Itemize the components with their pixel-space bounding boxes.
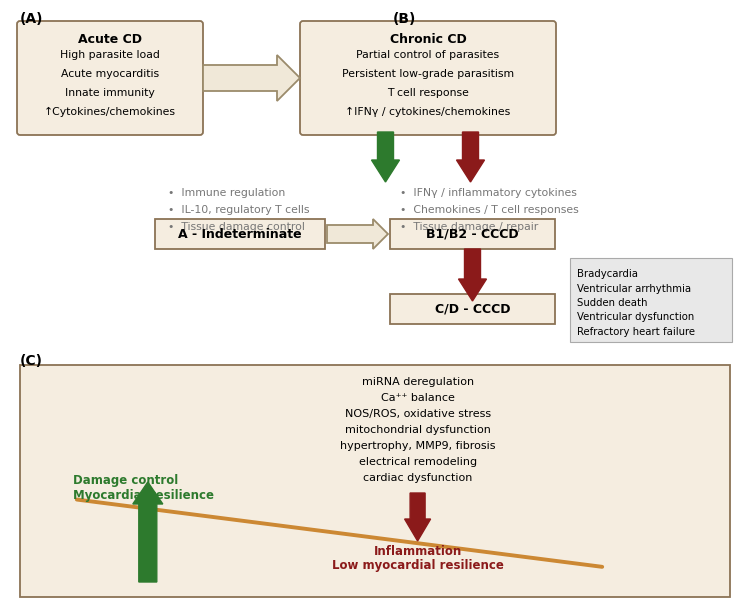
- Text: Innate immunity: Innate immunity: [65, 88, 154, 98]
- FancyBboxPatch shape: [300, 21, 556, 135]
- Text: •  IFNγ / inflammatory cytokines: • IFNγ / inflammatory cytokines: [400, 188, 577, 198]
- Text: (A): (A): [20, 12, 44, 26]
- Text: Refractory heart failure: Refractory heart failure: [577, 327, 695, 337]
- Text: ↑IFNγ / cytokines/chemokines: ↑IFNγ / cytokines/chemokines: [345, 107, 511, 117]
- Text: •  Tissue damage / repair: • Tissue damage / repair: [400, 222, 538, 232]
- Text: Myocardial resilience: Myocardial resilience: [73, 489, 214, 502]
- Text: hypertrophy, MMP9, fibrosis: hypertrophy, MMP9, fibrosis: [340, 441, 495, 451]
- Polygon shape: [327, 219, 388, 249]
- Bar: [20, 365, 730, 597]
- Text: (C): (C): [20, 354, 43, 368]
- Text: Bradycardia: Bradycardia: [577, 269, 638, 279]
- Text: •  Immune regulation: • Immune regulation: [168, 188, 285, 198]
- Text: cardiac dysfunction: cardiac dysfunction: [363, 473, 472, 483]
- Text: Persistent low-grade parasitism: Persistent low-grade parasitism: [342, 69, 514, 79]
- Polygon shape: [133, 482, 163, 582]
- Text: Inflammation: Inflammation: [374, 545, 462, 558]
- Text: Ventricular arrhythmia: Ventricular arrhythmia: [577, 283, 692, 294]
- Polygon shape: [371, 132, 400, 182]
- Polygon shape: [458, 249, 487, 301]
- Bar: [390, 219, 555, 249]
- Text: Low myocardial resilience: Low myocardial resilience: [332, 559, 503, 572]
- Text: Partial control of parasites: Partial control of parasites: [356, 50, 500, 60]
- Text: (B): (B): [393, 12, 416, 26]
- Text: Acute myocarditis: Acute myocarditis: [61, 69, 159, 79]
- Text: B1/B2 - CCCD: B1/B2 - CCCD: [426, 228, 519, 241]
- Polygon shape: [404, 493, 430, 541]
- Text: Chronic CD: Chronic CD: [390, 33, 466, 46]
- Text: mitochondrial dysfunction: mitochondrial dysfunction: [345, 425, 490, 435]
- Text: NOS/ROS, oxidative stress: NOS/ROS, oxidative stress: [344, 409, 490, 419]
- Text: Acute CD: Acute CD: [78, 33, 142, 46]
- Bar: [570, 258, 732, 342]
- Polygon shape: [203, 55, 300, 101]
- Text: Damage control: Damage control: [73, 474, 178, 487]
- Text: Ca⁺⁺ balance: Ca⁺⁺ balance: [381, 393, 454, 403]
- Text: A - Indeterminate: A - Indeterminate: [178, 228, 302, 241]
- Text: Ventricular dysfunction: Ventricular dysfunction: [577, 313, 694, 323]
- Text: High parasite load: High parasite load: [60, 50, 160, 60]
- Text: electrical remodeling: electrical remodeling: [358, 457, 477, 467]
- Bar: [390, 294, 555, 324]
- Text: Sudden death: Sudden death: [577, 298, 647, 308]
- Text: •  IL-10, regulatory T cells: • IL-10, regulatory T cells: [168, 205, 310, 215]
- FancyBboxPatch shape: [17, 21, 203, 135]
- Text: C/D - CCCD: C/D - CCCD: [435, 302, 510, 316]
- Text: miRNA deregulation: miRNA deregulation: [362, 377, 474, 387]
- Text: T cell response: T cell response: [387, 88, 469, 98]
- Polygon shape: [457, 132, 484, 182]
- Text: •  Chemokines / T cell responses: • Chemokines / T cell responses: [400, 205, 579, 215]
- Text: •  Tissue damage control: • Tissue damage control: [168, 222, 304, 232]
- Text: ↑Cytokines/chemokines: ↑Cytokines/chemokines: [44, 107, 176, 117]
- Bar: [155, 219, 325, 249]
